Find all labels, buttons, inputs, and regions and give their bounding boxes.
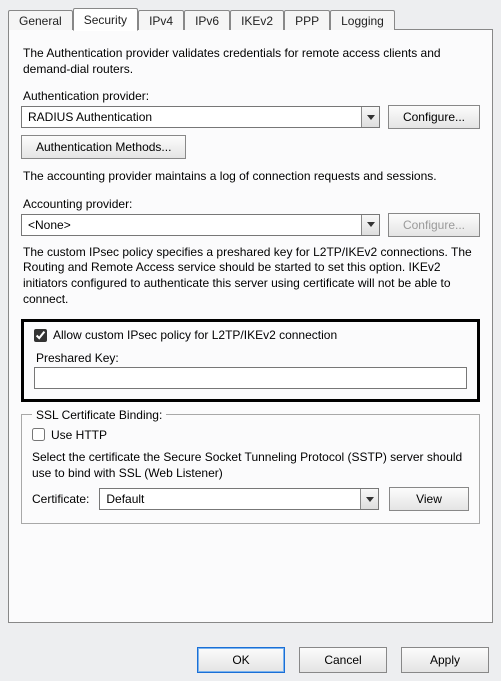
ssl-binding-legend: SSL Certificate Binding: [32, 408, 166, 422]
button-label: Authentication Methods... [36, 140, 171, 154]
use-http-input[interactable] [32, 428, 45, 441]
accounting-provider-label: Accounting provider: [23, 197, 478, 211]
tab-label: PPP [295, 14, 319, 28]
accounting-intro-text: The accounting provider maintains a log … [23, 169, 478, 185]
button-label: Configure... [403, 110, 465, 124]
certificate-combo[interactable]: Default [99, 488, 379, 510]
tab-label: IPv6 [195, 14, 219, 28]
tab-label: IKEv2 [241, 14, 273, 28]
allow-custom-ipsec-label: Allow custom IPsec policy for L2TP/IKEv2… [53, 328, 337, 342]
apply-button[interactable]: Apply [401, 647, 489, 673]
accounting-provider-value: <None> [28, 218, 71, 232]
auth-intro-text: The Authentication provider validates cr… [23, 46, 478, 77]
preshared-key-label: Preshared Key: [36, 351, 465, 365]
chevron-down-icon [361, 215, 379, 235]
view-certificate-button[interactable]: View [389, 487, 469, 511]
use-http-label: Use HTTP [51, 428, 107, 442]
allow-custom-ipsec-input[interactable] [34, 329, 47, 342]
cancel-button[interactable]: Cancel [299, 647, 387, 673]
button-label: Cancel [324, 653, 361, 667]
accounting-provider-combo[interactable]: <None> [21, 214, 380, 236]
button-label: OK [232, 653, 249, 667]
tab-security[interactable]: Security [73, 8, 138, 31]
tab-ipv4[interactable]: IPv4 [138, 10, 184, 30]
preshared-key-input[interactable] [34, 367, 467, 389]
auth-provider-value: RADIUS Authentication [28, 110, 152, 124]
tab-label: IPv4 [149, 14, 173, 28]
tab-strip: General Security IPv4 IPv6 IKEv2 PPP Log… [8, 6, 493, 30]
security-panel: The Authentication provider validates cr… [8, 29, 493, 623]
button-label: Apply [430, 653, 460, 667]
ssl-binding-group: SSL Certificate Binding: Use HTTP Select… [21, 408, 480, 525]
certificate-value: Default [106, 492, 144, 506]
button-label: Configure... [403, 218, 465, 232]
accounting-configure-button: Configure... [388, 213, 480, 237]
tab-label: General [19, 14, 62, 28]
use-http-checkbox[interactable]: Use HTTP [32, 428, 107, 442]
ipsec-desc-text: The custom IPsec policy specifies a pres… [23, 245, 478, 307]
dialog-button-row: OK Cancel Apply [197, 647, 489, 673]
ipsec-highlight-box: Allow custom IPsec policy for L2TP/IKEv2… [21, 319, 480, 402]
tab-general[interactable]: General [8, 10, 73, 30]
auth-provider-combo[interactable]: RADIUS Authentication [21, 106, 380, 128]
auth-provider-label: Authentication provider: [23, 89, 478, 103]
auth-configure-button[interactable]: Configure... [388, 105, 480, 129]
tab-label: Logging [341, 14, 384, 28]
button-label: View [416, 492, 442, 506]
chevron-down-icon [360, 489, 378, 509]
tab-ppp[interactable]: PPP [284, 10, 330, 30]
auth-methods-button[interactable]: Authentication Methods... [21, 135, 186, 159]
allow-custom-ipsec-checkbox[interactable]: Allow custom IPsec policy for L2TP/IKEv2… [34, 328, 337, 342]
ok-button[interactable]: OK [197, 647, 285, 673]
tab-logging[interactable]: Logging [330, 10, 395, 30]
certificate-label: Certificate: [32, 492, 89, 506]
tab-label: Security [84, 13, 127, 27]
tab-ikev2[interactable]: IKEv2 [230, 10, 284, 30]
tab-ipv6[interactable]: IPv6 [184, 10, 230, 30]
chevron-down-icon [361, 107, 379, 127]
properties-window: General Security IPv4 IPv6 IKEv2 PPP Log… [0, 0, 501, 681]
ssl-desc-text: Select the certificate the Secure Socket… [32, 450, 469, 481]
